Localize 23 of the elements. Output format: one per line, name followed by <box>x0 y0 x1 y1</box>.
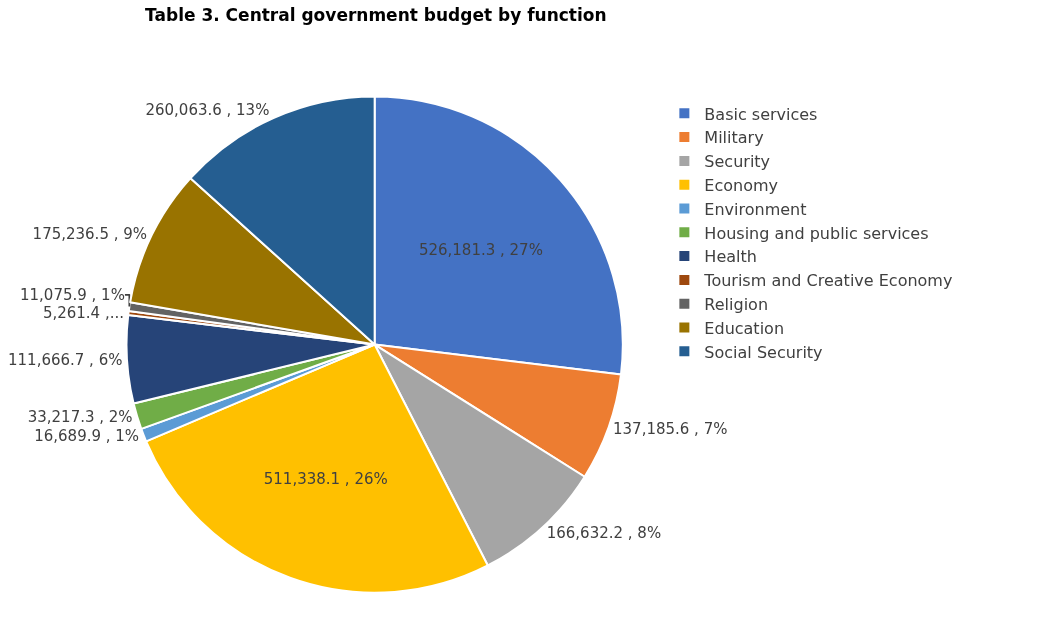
data-label: 33,217.3 , 2% <box>27 408 133 427</box>
data-label: 175,236.5 , 9% <box>32 225 148 244</box>
chart-title: Table 3. Central government budget by function <box>145 5 607 26</box>
data-label: 111,666.7 , 6% <box>7 350 123 369</box>
data-label: 11,075.9 , 1% <box>20 285 125 304</box>
legend-label: Education <box>704 318 785 338</box>
legend-label: Environment <box>704 199 807 219</box>
data-label: 526,181.3 , 27% <box>418 241 543 260</box>
legend-label: Tourism and Creative Economy <box>703 271 953 291</box>
data-label: 137,185.6 , 7% <box>613 419 728 438</box>
data-label: 5,261.4 ,... <box>42 303 124 322</box>
data-label: 166,632.2 , 8% <box>546 523 662 542</box>
data-label: 260,063.6 , 13% <box>145 101 270 120</box>
legend-label: Economy <box>704 175 779 195</box>
data-label: 511,338.1 , 26% <box>263 470 388 489</box>
data-label: 16,689.9 , 1% <box>34 427 140 446</box>
legend-label: Religion <box>704 294 769 314</box>
legend-label: Housing and public services <box>704 223 929 243</box>
legend-label: Security <box>704 152 771 172</box>
legend-label: Health <box>704 247 757 267</box>
legend-label: Basic services <box>704 104 818 124</box>
legend-label: Social Security <box>704 342 823 362</box>
legend-label: Military <box>704 128 764 148</box>
